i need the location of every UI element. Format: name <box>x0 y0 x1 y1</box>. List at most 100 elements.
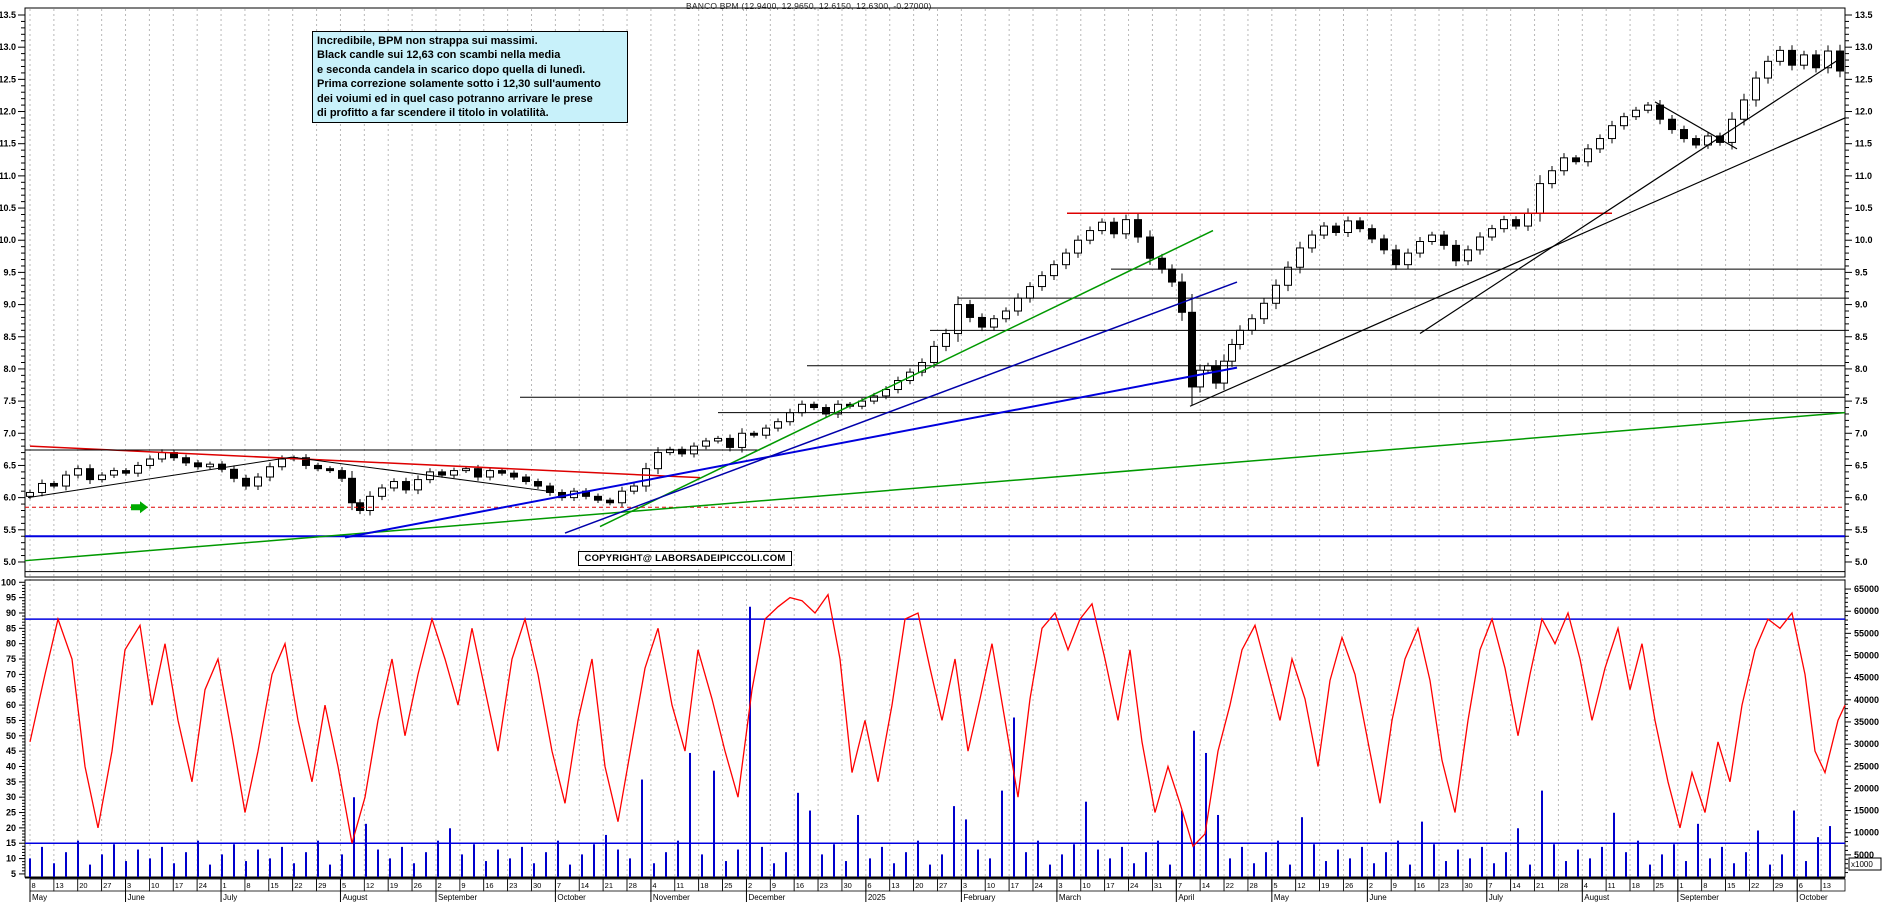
svg-text:18: 18 <box>1632 881 1640 890</box>
svg-text:45: 45 <box>6 746 16 756</box>
svg-text:26: 26 <box>1345 881 1353 890</box>
oscillator-line <box>29 592 1846 848</box>
svg-text:20: 20 <box>915 881 923 890</box>
svg-text:11.5: 11.5 <box>0 139 16 149</box>
svg-text:15: 15 <box>6 838 16 848</box>
svg-text:8.5: 8.5 <box>3 332 16 342</box>
svg-text:3: 3 <box>963 881 967 890</box>
svg-text:6.0: 6.0 <box>3 493 16 503</box>
svg-text:25000: 25000 <box>1854 761 1879 771</box>
svg-text:14: 14 <box>1202 881 1210 890</box>
svg-text:19: 19 <box>1321 881 1329 890</box>
svg-text:35: 35 <box>6 777 16 787</box>
svg-text:9.5: 9.5 <box>1855 267 1868 277</box>
volume-bars <box>29 606 1831 877</box>
annotation-line: e seconda candela in scarico dopo quella… <box>317 63 586 76</box>
svg-text:12.5: 12.5 <box>1855 74 1873 84</box>
svg-text:28: 28 <box>629 881 637 890</box>
svg-text:1: 1 <box>1679 881 1683 890</box>
svg-text:17: 17 <box>1011 881 1019 890</box>
svg-text:55: 55 <box>6 715 16 725</box>
svg-text:30: 30 <box>6 792 16 802</box>
svg-text:13.5: 13.5 <box>1855 10 1873 20</box>
svg-text:9.0: 9.0 <box>1855 300 1868 310</box>
svg-text:10: 10 <box>1082 881 1090 890</box>
svg-text:28: 28 <box>1560 881 1568 890</box>
svg-text:5.5: 5.5 <box>1855 525 1868 535</box>
svg-text:5: 5 <box>11 869 16 879</box>
svg-text:24: 24 <box>1035 881 1043 890</box>
svg-text:17: 17 <box>175 881 183 890</box>
svg-text:70: 70 <box>6 669 16 679</box>
svg-text:80: 80 <box>6 639 16 649</box>
svg-text:x1000: x1000 <box>1851 860 1873 869</box>
svg-text:10.5: 10.5 <box>1855 203 1873 213</box>
svg-text:12: 12 <box>1297 881 1305 890</box>
svg-text:65000: 65000 <box>1854 584 1879 594</box>
svg-text:28: 28 <box>1249 881 1257 890</box>
svg-text:21: 21 <box>605 881 613 890</box>
svg-text:8.0: 8.0 <box>1855 364 1868 374</box>
svg-text:13.5: 13.5 <box>0 10 16 20</box>
svg-text:5.0: 5.0 <box>1855 557 1868 567</box>
svg-text:4: 4 <box>652 881 656 890</box>
svg-text:30: 30 <box>1464 881 1472 890</box>
svg-text:17: 17 <box>1106 881 1114 890</box>
svg-text:24: 24 <box>199 881 207 890</box>
svg-text:8: 8 <box>1703 881 1707 890</box>
svg-text:2025: 2025 <box>868 893 886 902</box>
svg-text:3: 3 <box>127 881 131 890</box>
svg-text:10: 10 <box>987 881 995 890</box>
svg-text:13.0: 13.0 <box>0 42 16 52</box>
grid-lines <box>29 9 1846 877</box>
svg-text:October: October <box>1799 893 1828 902</box>
svg-text:2: 2 <box>748 881 752 890</box>
annotation-line: Prima correzione solamente sotto i 12,30… <box>317 78 601 91</box>
svg-text:24: 24 <box>1130 881 1138 890</box>
svg-text:11.5: 11.5 <box>1855 139 1872 149</box>
svg-text:November: November <box>653 893 690 902</box>
svg-text:August: August <box>342 893 368 902</box>
svg-text:16: 16 <box>1417 881 1425 890</box>
annotation-line: Incredibile, BPM non strappa sui massimi… <box>317 35 538 47</box>
svg-text:29: 29 <box>1775 881 1783 890</box>
svg-text:10.0: 10.0 <box>1855 235 1873 245</box>
svg-text:90: 90 <box>6 608 16 618</box>
svg-text:7.0: 7.0 <box>3 428 16 438</box>
svg-text:October: October <box>557 893 586 902</box>
svg-text:7.5: 7.5 <box>1855 396 1868 406</box>
svg-text:10000: 10000 <box>1854 828 1879 838</box>
svg-text:10: 10 <box>6 854 16 864</box>
svg-text:22: 22 <box>1226 881 1234 890</box>
svg-text:15: 15 <box>1727 881 1735 890</box>
svg-text:22: 22 <box>294 881 302 890</box>
svg-text:6: 6 <box>1799 881 1803 890</box>
svg-text:40000: 40000 <box>1854 695 1879 705</box>
svg-text:50000: 50000 <box>1854 651 1879 661</box>
svg-text:8: 8 <box>32 881 36 890</box>
svg-text:1: 1 <box>223 881 227 890</box>
svg-text:26: 26 <box>414 881 422 890</box>
axis-labels: 13.5 13.5 13.0 13.0 12.5 12.5 12.0 12.0 11.5 11.5… <box>0 10 1879 879</box>
svg-text:6: 6 <box>867 881 871 890</box>
svg-text:7: 7 <box>557 881 561 890</box>
svg-text:September: September <box>438 893 477 902</box>
svg-text:July: July <box>1489 893 1503 902</box>
svg-text:12: 12 <box>366 881 374 890</box>
svg-text:22: 22 <box>1751 881 1759 890</box>
svg-text:8.5: 8.5 <box>1855 332 1868 342</box>
svg-text:23: 23 <box>1441 881 1449 890</box>
svg-text:20000: 20000 <box>1854 783 1879 793</box>
svg-text:2: 2 <box>1369 881 1373 890</box>
svg-text:65: 65 <box>6 685 16 695</box>
chart-title: BANCO BPM (12.9400, 12.9650, 12.6150, 12… <box>686 1 932 11</box>
panel-frames <box>24 7 1846 878</box>
svg-text:7: 7 <box>1488 881 1492 890</box>
volume-multiplier: x1000 <box>1848 857 1882 871</box>
svg-text:30000: 30000 <box>1854 739 1879 749</box>
svg-text:55000: 55000 <box>1854 628 1879 638</box>
svg-text:February: February <box>963 893 995 902</box>
svg-text:7: 7 <box>1178 881 1182 890</box>
svg-text:11: 11 <box>676 881 684 890</box>
